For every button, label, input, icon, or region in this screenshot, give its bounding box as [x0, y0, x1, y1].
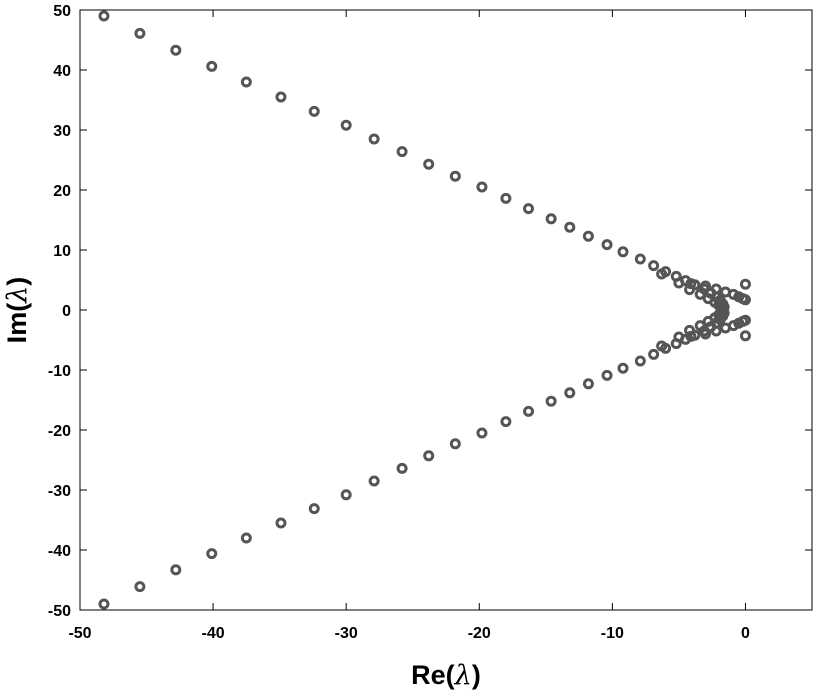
data-point	[564, 221, 576, 233]
data-point	[739, 330, 751, 342]
data-point	[710, 283, 722, 295]
data-point	[308, 503, 320, 515]
x-tick-label: -30	[335, 625, 358, 642]
data-point	[423, 450, 435, 462]
data-point	[368, 475, 380, 487]
data-point	[275, 91, 287, 103]
data-point	[684, 284, 696, 296]
data-point	[739, 314, 751, 326]
data-point	[134, 27, 146, 39]
y-tick-label: -40	[48, 543, 71, 560]
x-tick-label: -50	[68, 625, 91, 642]
data-point	[684, 324, 696, 336]
data-point	[240, 532, 252, 544]
data-point	[340, 489, 352, 501]
data-point	[170, 564, 182, 576]
data-point	[739, 278, 751, 290]
data-point	[648, 348, 660, 360]
data-point	[715, 306, 727, 318]
data-point	[275, 517, 287, 529]
plot-frame	[79, 9, 813, 611]
data-point	[134, 581, 146, 593]
y-tick-label: 10	[53, 243, 71, 260]
data-point	[523, 203, 535, 215]
data-point	[500, 192, 512, 204]
data-point	[423, 158, 435, 170]
data-point	[601, 239, 613, 251]
data-point	[308, 105, 320, 117]
data-point	[694, 320, 706, 332]
x-tick-label: -10	[601, 625, 624, 642]
y-tick-label: -30	[48, 483, 71, 500]
data-point	[582, 378, 594, 390]
data-point	[634, 355, 646, 367]
data-point	[206, 60, 218, 72]
y-tick-label: 50	[53, 3, 71, 20]
data-points	[98, 10, 751, 610]
data-point	[648, 260, 660, 272]
data-point	[685, 278, 697, 290]
data-point	[476, 427, 488, 439]
data-point	[396, 146, 408, 158]
data-point	[710, 325, 722, 337]
data-point	[582, 230, 594, 242]
y-tick-label: 0	[62, 303, 71, 320]
x-axis-ticks: -50 -40 -30 -20 -10 0	[68, 10, 750, 642]
data-point	[98, 598, 110, 610]
data-point	[656, 268, 668, 280]
y-axis-ticks: -50 -40 -30 -20 -10 0 10 20 30 40 50	[48, 3, 812, 620]
data-point	[673, 331, 685, 343]
data-point	[545, 213, 557, 225]
y-tick-label: -10	[48, 363, 71, 380]
y-axis-label: Im(λ)	[2, 277, 33, 344]
data-point	[673, 277, 685, 289]
data-point	[739, 294, 751, 306]
data-point	[170, 44, 182, 56]
data-point	[523, 405, 535, 417]
data-point	[700, 280, 712, 292]
data-point	[396, 462, 408, 474]
data-point	[656, 340, 668, 352]
data-point	[617, 246, 629, 258]
data-point	[206, 548, 218, 560]
data-point	[694, 288, 706, 300]
data-point	[449, 438, 461, 450]
data-point	[476, 181, 488, 193]
x-tick-label: -40	[202, 625, 225, 642]
data-point	[340, 119, 352, 131]
x-tick-label: -20	[468, 625, 491, 642]
data-point	[240, 76, 252, 88]
y-tick-label: -20	[48, 423, 71, 440]
data-point	[685, 330, 697, 342]
data-point	[634, 253, 646, 265]
data-point	[500, 416, 512, 428]
data-point	[368, 133, 380, 145]
data-point	[700, 328, 712, 340]
y-tick-label: -50	[48, 603, 71, 620]
y-tick-label: 20	[53, 183, 71, 200]
data-point	[545, 395, 557, 407]
data-point	[564, 387, 576, 399]
x-axis-label: Re(λ)	[411, 660, 481, 691]
data-point	[601, 369, 613, 381]
y-tick-label: 40	[53, 63, 71, 80]
data-point	[449, 170, 461, 182]
x-tick-label: 0	[741, 625, 750, 642]
y-tick-label: 30	[53, 123, 71, 140]
data-point	[98, 10, 110, 22]
data-point	[617, 362, 629, 374]
